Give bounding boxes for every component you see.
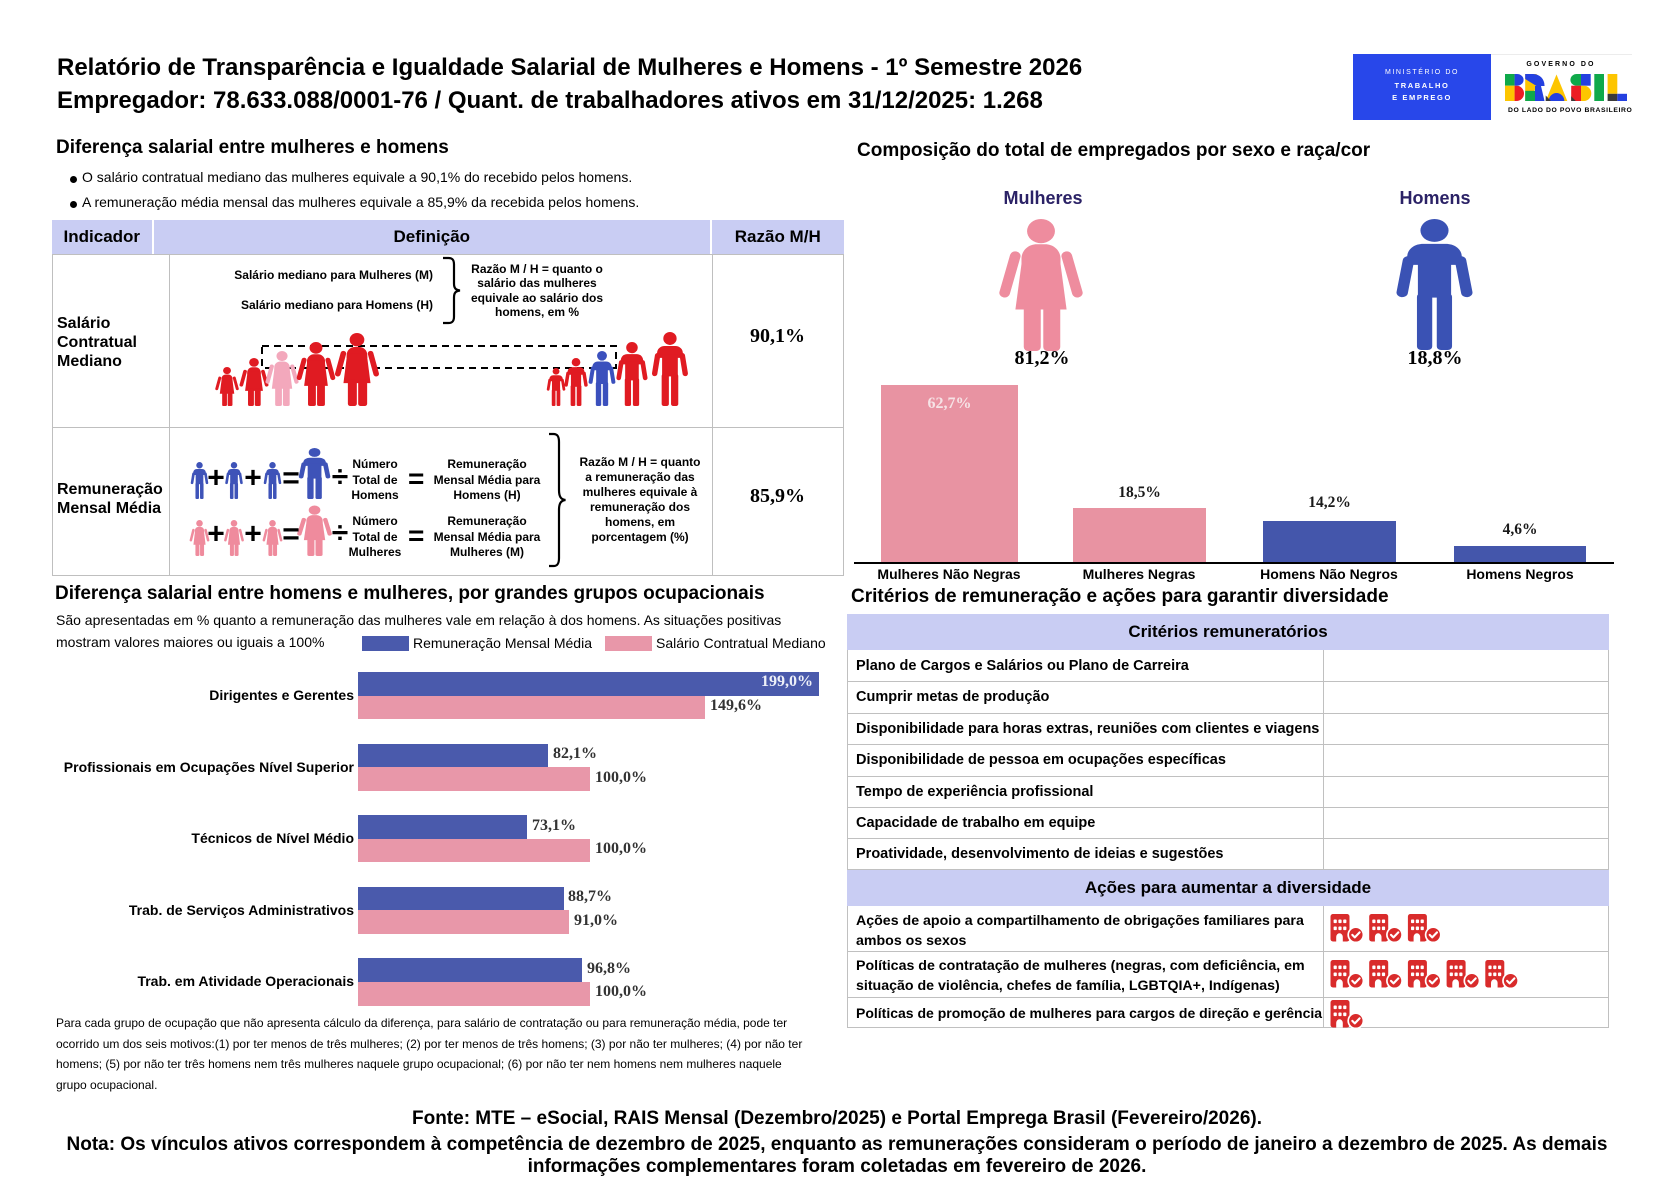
svg-text:+: +: [207, 462, 225, 495]
svg-text:+: +: [207, 518, 225, 551]
svg-text:÷: ÷: [332, 461, 348, 494]
svg-text:+: +: [244, 462, 262, 495]
svg-text:=: =: [282, 462, 300, 495]
svg-text:+: +: [244, 518, 262, 551]
svg-text:=: =: [282, 518, 300, 551]
svg-text:÷: ÷: [332, 517, 348, 550]
